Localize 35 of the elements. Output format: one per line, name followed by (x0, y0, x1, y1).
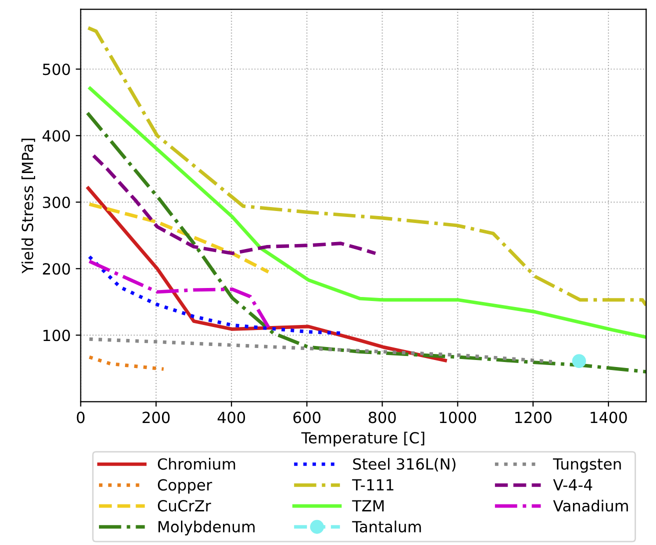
legend-label: TZM (352, 500, 384, 512)
x-tick-label: 0 (76, 412, 85, 424)
x-tick-label: 1400 (590, 412, 627, 424)
legend-label: T-111 (352, 479, 394, 490)
x-tick-label: 1200 (515, 412, 552, 424)
legend-label: V-4-4 (553, 479, 592, 490)
y-tick-label: 300 (42, 196, 70, 208)
line-series (88, 254, 343, 335)
legend-label: Tantalum (352, 520, 421, 532)
line-series (92, 154, 378, 256)
legend-label: Steel 316L(N) (353, 458, 456, 472)
legend-label: CuCrZr (158, 500, 212, 512)
legend-label: Chromium (158, 458, 236, 470)
x-tick-label: 400 (218, 412, 246, 424)
x-tick-label: 800 (368, 412, 396, 424)
x-tick-label: 1000 (440, 412, 476, 424)
x-tick-label: 600 (293, 412, 320, 424)
y-tick-label: 500 (42, 64, 70, 76)
x-tick-label: 200 (142, 412, 170, 424)
legend-label: Tungsten (552, 458, 621, 473)
y-tick-label: 200 (42, 263, 70, 275)
line-series (86, 26, 646, 307)
line-series (88, 86, 646, 339)
line-series (86, 186, 447, 362)
legend-label: Vanadium (553, 500, 628, 512)
line-series (86, 111, 646, 374)
line-series (88, 337, 554, 364)
x-axis-title: Temperature [C] (301, 432, 424, 447)
y-axis-title: Yield Stress [MPa] (21, 138, 36, 274)
y-tick-label: 400 (42, 130, 70, 142)
line-series (88, 260, 270, 329)
y-tick-label: 100 (43, 330, 70, 342)
legend-label: Copper (158, 479, 212, 494)
legend-label: Molybdenum (158, 520, 255, 536)
line-series (88, 202, 270, 274)
